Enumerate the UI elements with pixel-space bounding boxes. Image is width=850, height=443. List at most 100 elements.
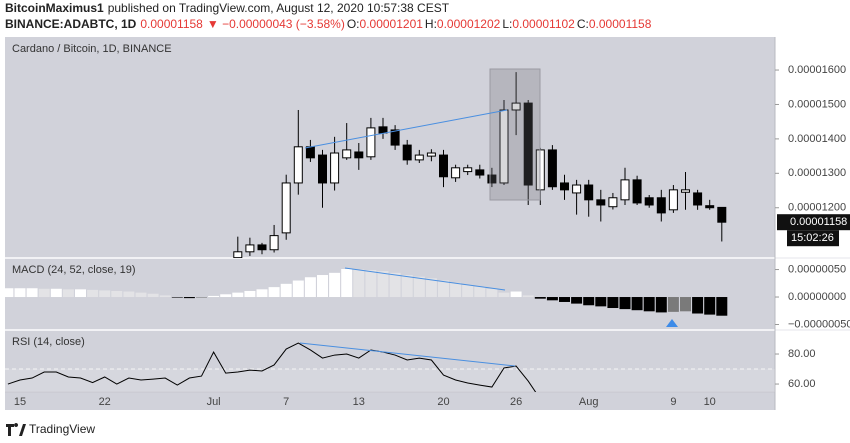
- histogram-bar: [123, 291, 135, 298]
- candle-body: [330, 152, 340, 184]
- histogram-bar: [619, 297, 631, 310]
- y-tick-label: 0.00001200: [788, 202, 846, 214]
- histogram-bar: [208, 295, 220, 298]
- x-tick-label: 26: [510, 396, 522, 408]
- x-tick-label: Jul: [207, 396, 221, 408]
- histogram-bar: [38, 288, 50, 298]
- histogram-bar: [26, 288, 38, 298]
- header-text: 0.00001158: [140, 17, 203, 31]
- signal-marker: [666, 319, 678, 327]
- candle-body: [293, 146, 303, 184]
- candle-body: [342, 149, 352, 159]
- x-tick-label: 13: [353, 396, 365, 408]
- candle-body: [281, 182, 291, 234]
- price-tag: [777, 214, 850, 231]
- histogram-bar: [159, 295, 171, 298]
- histogram-bar: [474, 286, 486, 298]
- histogram-bar: [510, 291, 522, 298]
- header-text: 0.00001202: [437, 17, 501, 31]
- histogram-bar: [50, 288, 62, 298]
- pane-title: MACD (24, 52, close, 19): [12, 264, 136, 276]
- y-tick-label: 80.00: [788, 348, 816, 360]
- histogram-bar: [220, 294, 232, 298]
- candle-body: [572, 184, 582, 194]
- header-text: L:: [502, 17, 512, 31]
- histogram-bar: [559, 297, 570, 302]
- x-tick-label: 7: [283, 396, 289, 408]
- candle-body: [390, 129, 400, 146]
- chart-background: [5, 37, 775, 410]
- histogram-bar: [546, 297, 558, 301]
- histogram-bar: [692, 297, 704, 314]
- countdown-label: 15:02:26: [791, 232, 834, 244]
- y-tick-label: 60.00: [788, 378, 816, 390]
- candle-body: [414, 154, 424, 161]
- candle-body: [596, 199, 606, 206]
- author: BitcoinMaximus1: [5, 1, 104, 15]
- histogram-bar: [147, 293, 159, 298]
- histogram-bar: [196, 297, 207, 298]
- histogram-bar: [401, 275, 413, 298]
- chart-layer: [5, 72, 775, 392]
- candle-body: [305, 146, 315, 159]
- histogram-bar: [413, 276, 425, 298]
- countdown-tag: [787, 230, 839, 247]
- candle-body: [402, 144, 412, 161]
- rsi-line: [7, 342, 537, 392]
- header-text: 0.00001158: [589, 17, 652, 31]
- histogram-bar: [317, 275, 328, 298]
- level-zone: [5, 369, 775, 392]
- histogram-bar: [607, 297, 619, 309]
- header-text: O:: [347, 17, 360, 31]
- histogram-bar: [341, 268, 353, 298]
- candle-body: [632, 179, 642, 204]
- candle-body: [560, 182, 569, 191]
- histogram-bar: [425, 278, 437, 298]
- pane-title: RSI (14, close): [12, 336, 85, 348]
- x-tick-label: 15: [14, 396, 26, 408]
- y-tick-label: −0.00000050: [788, 318, 850, 330]
- candle-body: [487, 174, 497, 184]
- histogram-bar: [111, 290, 123, 298]
- candle-body: [620, 179, 630, 201]
- logo-icon: [6, 423, 26, 436]
- candle-body: [511, 102, 521, 111]
- histogram-bar: [256, 289, 268, 298]
- histogram-bar: [389, 272, 401, 298]
- histogram-bar: [450, 282, 462, 298]
- brand-name: TradingView: [29, 422, 95, 436]
- y-tick-label: 0.00000000: [788, 291, 846, 303]
- histogram-bar: [62, 289, 74, 298]
- x-tick-label: 10: [704, 396, 716, 408]
- candle-body: [499, 109, 509, 184]
- y-tick-label: 0.00001400: [788, 133, 846, 145]
- histogram-bar: [667, 297, 679, 312]
- histogram-bar: [655, 297, 667, 313]
- histogram-bar: [486, 288, 498, 298]
- candle-body: [681, 189, 690, 193]
- candle-body: [354, 151, 364, 159]
- trend-line: [304, 109, 508, 149]
- pane-title: Cardano / Bitcoin, 1D, BINANCE: [12, 43, 172, 55]
- highlight-box: [489, 68, 541, 201]
- candle-body: [608, 197, 618, 208]
- trend-line: [344, 267, 506, 291]
- candle-body: [656, 197, 666, 214]
- candle-body: [717, 206, 727, 223]
- candle-body: [233, 251, 243, 258]
- histogram-bar: [353, 269, 365, 298]
- histogram-bar: [462, 284, 474, 298]
- histogram-bar: [583, 297, 595, 306]
- histogram-bar: [75, 289, 86, 298]
- histogram-bar: [171, 297, 183, 298]
- header-text: BINANCE:ADABTC, 1D: [5, 17, 137, 31]
- header-text: H:: [425, 17, 437, 31]
- histogram-bar: [329, 272, 341, 298]
- candle-body: [378, 126, 388, 134]
- histogram-bar: [268, 287, 280, 298]
- y-tick-label: 0.00000050: [788, 263, 846, 275]
- candle-body: [693, 192, 703, 206]
- histogram-bar: [232, 292, 244, 298]
- histogram-bar: [716, 297, 728, 316]
- histogram-bar: [643, 297, 655, 312]
